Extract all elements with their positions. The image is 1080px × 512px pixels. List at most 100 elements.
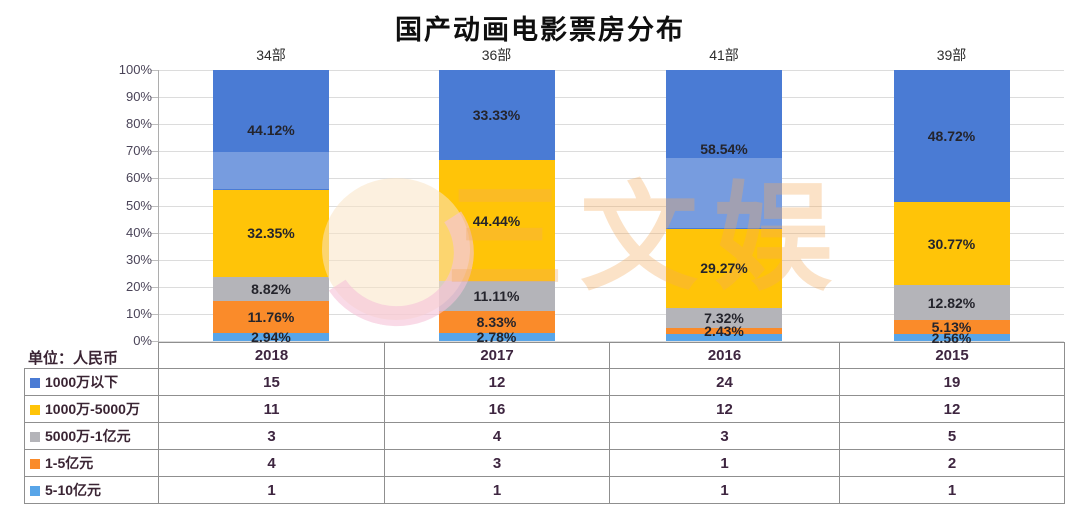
table-year-header: 2015 <box>839 342 1065 369</box>
bar-segment <box>893 320 1010 335</box>
gridline <box>158 124 1064 126</box>
bar-percent-label: 33.33% <box>472 107 521 124</box>
bar-segment <box>213 301 329 334</box>
bar-count-label: 34部 <box>256 47 286 63</box>
bar-segment <box>213 70 329 190</box>
table-legend-label: 5-10亿元 <box>24 476 159 504</box>
bar-segment <box>213 189 329 278</box>
legend-label-text: 1000万以下 <box>45 374 119 390</box>
bar-segment <box>438 70 555 161</box>
y-axis-tick-label: 60% <box>125 170 152 186</box>
y-axis-tickmark <box>151 259 158 261</box>
data-table: 2018 2017 2016 2015 1000万以下 15 12 24 19 1000万-500… <box>24 342 1065 504</box>
legend-label-text: 1-5亿元 <box>45 455 94 471</box>
bar-percent-label: 44.12% <box>247 121 295 138</box>
bar-percent-label: 2.43% <box>704 323 744 340</box>
table-value-cell: 11 <box>158 395 385 423</box>
y-axis-tick-label: 20% <box>125 278 152 294</box>
table-row: 1-5亿元 4 3 1 2 <box>24 449 1065 477</box>
legend-label-text: 5-10亿元 <box>45 482 102 498</box>
bar-segment <box>666 327 782 335</box>
table-value-cell: 1 <box>609 476 840 504</box>
gridline <box>158 313 1064 315</box>
gridline <box>158 70 1064 71</box>
table-year-header: 2017 <box>384 342 610 369</box>
bar-segment <box>893 334 1010 341</box>
bar-percent-label: 12.82% <box>927 294 976 311</box>
y-axis-tick-label: 100% <box>118 62 152 77</box>
watermark-overlay-patch <box>666 158 782 228</box>
y-axis-tickmark <box>151 97 158 99</box>
legend-swatch-icon <box>30 405 40 415</box>
bar-percent-label: 29.27% <box>700 260 748 277</box>
bar-segment <box>213 277 329 302</box>
unit-label: 单位：人民币 <box>28 350 119 367</box>
table-year-header: 2016 <box>609 342 840 369</box>
bar-percent-label: 30.77% <box>927 235 976 252</box>
bar-percent-label: 11.76% <box>247 309 295 326</box>
table-value-cell: 1 <box>839 476 1065 504</box>
gridline <box>158 178 1064 180</box>
y-axis-tick-label: 0% <box>133 333 152 348</box>
chart-title: 国产动画电影票房分布 <box>395 15 685 45</box>
bar-count-label: 39部 <box>936 47 967 63</box>
table-value-cell: 5 <box>839 422 1065 450</box>
bar-percent-label: 8.33% <box>476 314 517 331</box>
table-row: 1000万以下 15 12 24 19 <box>24 368 1065 396</box>
bar-percent-label: 58.54% <box>700 141 748 158</box>
legend-swatch-icon <box>30 378 40 388</box>
gridline <box>158 341 1064 342</box>
table-legend-label: 1000万-5000万 <box>24 395 159 423</box>
bar-count-label: 41部 <box>709 47 739 63</box>
y-axis-tickmark <box>151 205 158 207</box>
y-axis-tick-label: 80% <box>125 116 152 132</box>
y-axis-tickmark <box>151 124 158 126</box>
y-axis-tickmark <box>151 341 158 342</box>
table-row: 5000万-1亿元 3 4 3 5 <box>24 422 1065 450</box>
y-axis-tick-label: 70% <box>125 143 152 159</box>
table-value-cell: 1 <box>609 449 840 477</box>
bar-count-label: 36部 <box>481 47 512 63</box>
bar-segment <box>438 310 555 334</box>
bar-segment <box>666 307 782 328</box>
bar-segment <box>893 202 1010 286</box>
bar-segment <box>666 334 782 341</box>
watermark-overlay-patch <box>213 152 329 189</box>
bar-percent-label: 32.35% <box>247 225 295 242</box>
y-axis-tickmark <box>151 151 158 153</box>
bar-segment <box>666 228 782 308</box>
table-value-cell: 4 <box>158 449 385 477</box>
y-axis-line <box>158 70 159 342</box>
bar-percent-label: 2.56% <box>931 329 972 346</box>
y-axis-tickmark <box>151 70 158 71</box>
y-axis-tick-label: 40% <box>125 224 152 240</box>
table-value-cell: 2 <box>839 449 1065 477</box>
legend-label-text: 1000万-5000万 <box>45 401 140 417</box>
y-axis-tick-label: 30% <box>125 251 152 267</box>
watermark-logo-circle-icon <box>322 178 470 320</box>
table-value-cell: 12 <box>839 395 1065 423</box>
bar-percent-label: 8.82% <box>251 281 291 298</box>
bar-segment <box>213 333 329 341</box>
table-value-cell: 1 <box>384 476 610 504</box>
bar-percent-label: 5.13% <box>931 319 972 336</box>
table-value-cell: 15 <box>158 368 385 396</box>
table-value-cell: 12 <box>384 368 610 396</box>
gridline <box>158 97 1064 99</box>
legend-swatch-icon <box>30 459 40 469</box>
legend-swatch-icon <box>30 432 40 442</box>
y-axis-tick-label: 10% <box>125 305 152 321</box>
y-axis-tick-label: 50% <box>125 197 152 213</box>
gridline <box>158 151 1064 153</box>
y-axis-tickmark <box>151 313 158 315</box>
bar-percent-label: 44.44% <box>472 212 521 229</box>
bar-segment <box>666 70 782 229</box>
legend-swatch-icon <box>30 486 40 496</box>
bar-percent-label: 11.11% <box>473 287 520 304</box>
legend-label-text: 5000万-1亿元 <box>45 428 131 444</box>
watermark-text: 三文娱 <box>446 173 849 305</box>
bar-percent-label: 2.94% <box>251 329 291 345</box>
